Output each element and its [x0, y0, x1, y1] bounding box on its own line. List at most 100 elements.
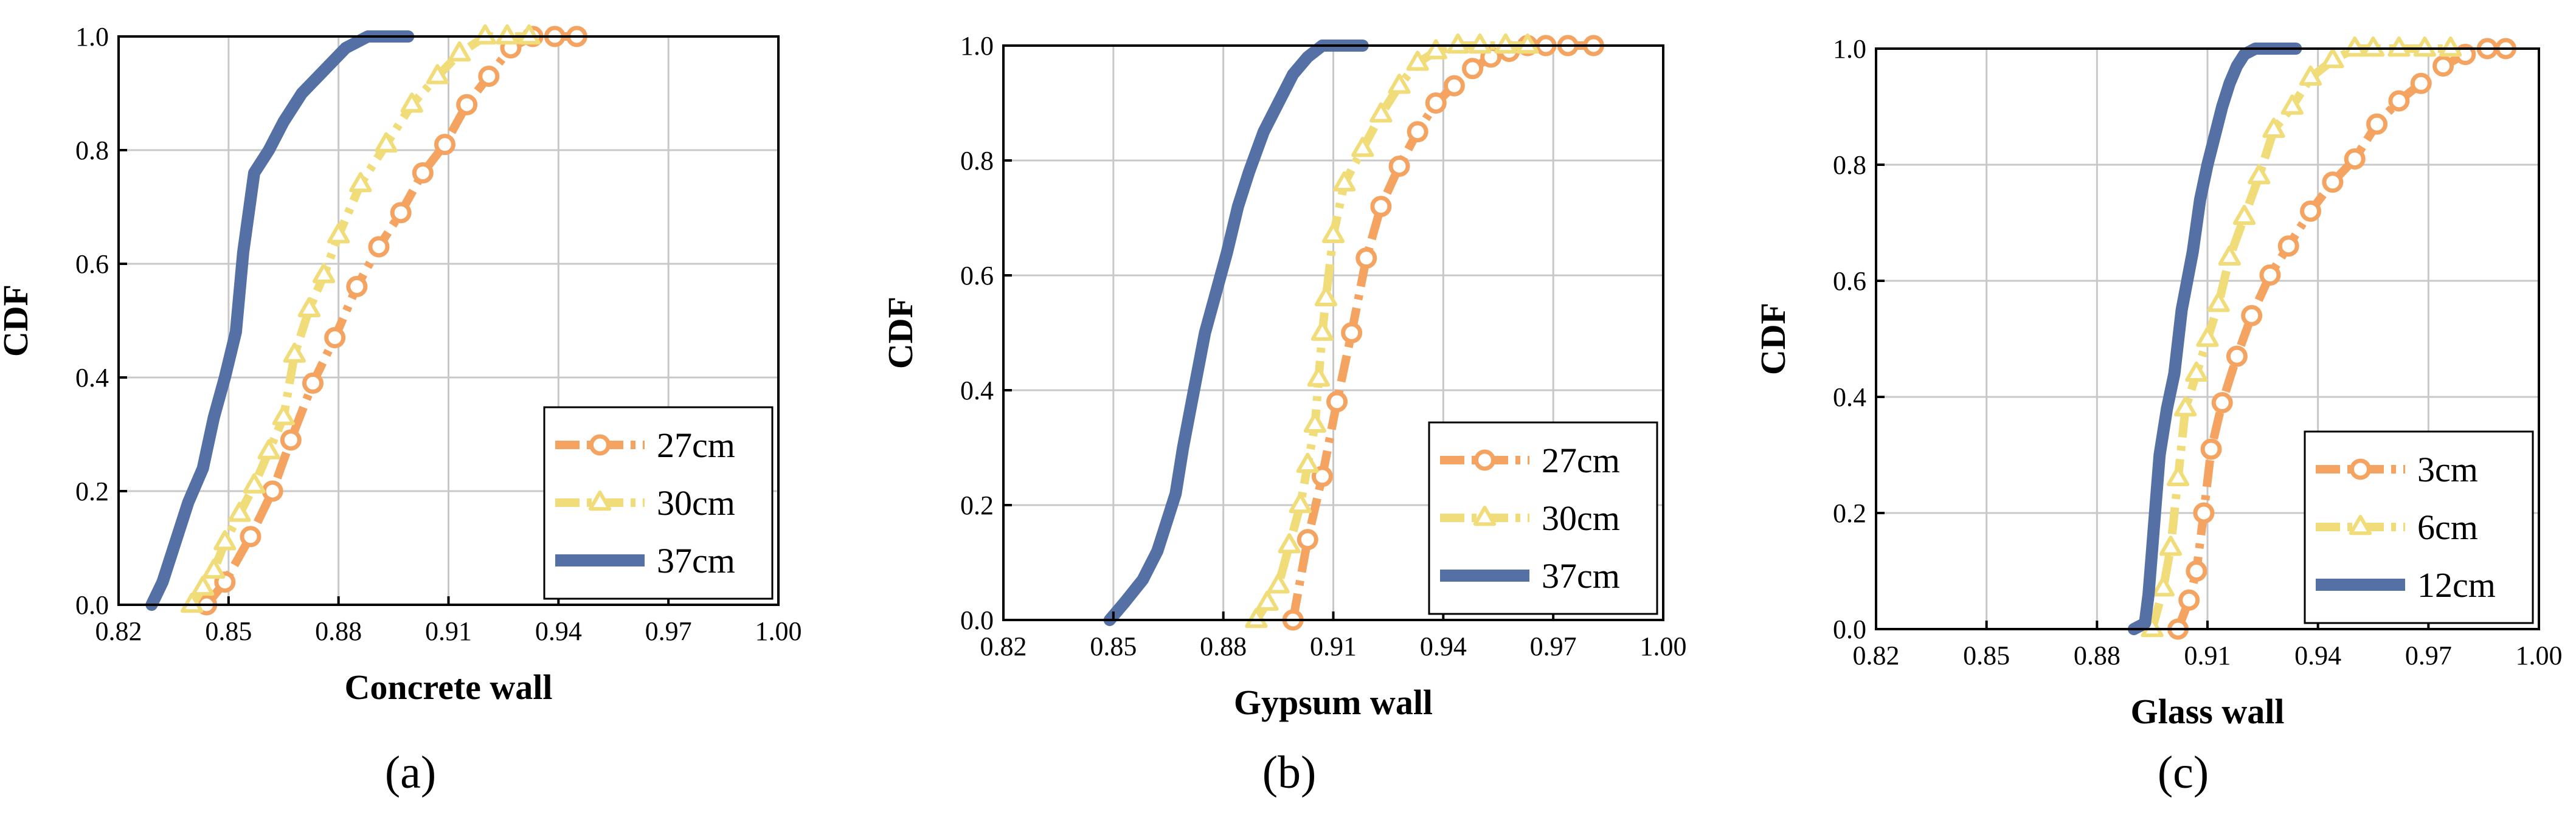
data-point-30cm — [1424, 39, 1447, 60]
data-point-30cm — [243, 473, 266, 494]
data-point-30cm — [349, 172, 372, 193]
data-point-6cm — [2262, 117, 2285, 138]
y-tick-label: 0.8 — [75, 136, 109, 165]
data-point-30cm — [375, 132, 398, 153]
y-tick-label: 0.6 — [1833, 266, 1866, 296]
data-point-27cm — [1443, 75, 1465, 97]
data-point-27cm — [1356, 247, 1377, 269]
y-tick-label: 0.0 — [75, 590, 109, 620]
data-point-3cm — [2193, 502, 2215, 524]
data-point-30cm — [1296, 452, 1319, 473]
x-tick-label: 0.85 — [1090, 632, 1137, 661]
y-tick-label: 0.6 — [960, 261, 994, 291]
y-tick-label: 0.4 — [75, 363, 109, 393]
legend-box — [2304, 430, 2534, 624]
data-point-30cm — [474, 24, 497, 45]
legend: 27cm 30cm 37cm — [1428, 421, 1658, 615]
data-point-6cm — [2166, 466, 2190, 486]
data-point-3cm — [2178, 589, 2200, 611]
legend-marker-27cm — [589, 434, 611, 456]
data-point-30cm — [257, 439, 280, 460]
data-point-27cm — [412, 162, 434, 184]
series-line-37cm — [1103, 40, 1369, 626]
data-point-30cm — [1406, 50, 1429, 71]
data-point-30cm — [426, 64, 449, 84]
x-tick-label: 0.91 — [1310, 632, 1357, 661]
data-point-30cm — [327, 223, 350, 244]
series-37cm — [145, 30, 415, 611]
data-point-30cm — [1516, 33, 1539, 54]
data-point-3cm — [2200, 438, 2222, 460]
chart-panel-b: 0.82 0.85 0.88 0.91 0.94 0.97 1.00 0.0 0.2 0.4 0.6… — [881, 31, 1687, 722]
data-point-6cm — [2232, 204, 2256, 226]
y-tick-label: 0.2 — [1833, 498, 1866, 528]
y-tick-label: 1.0 — [1833, 34, 1866, 64]
data-point-6cm — [2218, 245, 2241, 266]
data-point-6cm — [2439, 36, 2462, 57]
data-point-30cm — [312, 263, 336, 283]
chart-panel-c: 0.82 0.85 0.88 0.91 0.94 0.97 1.00 0.0 0.2 0.4 0.6… — [1753, 34, 2563, 731]
legend-marker-30cm — [1473, 506, 1497, 526]
y-tick-label: 0.8 — [960, 146, 994, 176]
data-point-30cm — [1303, 412, 1327, 433]
data-point-6cm — [2299, 65, 2322, 86]
panel-label-b: (b) — [1262, 747, 1317, 798]
data-point-6cm — [2207, 292, 2230, 312]
data-point-3cm — [2241, 305, 2263, 326]
data-point-30cm — [1278, 533, 1301, 554]
y-axis-label: CDF — [0, 284, 35, 357]
x-tick-label: 1.00 — [755, 616, 802, 646]
chart-panel-a: 0.82 0.85 0.88 0.91 0.94 0.97 1.00 0.0 0.2 0.4 0.6… — [0, 22, 802, 707]
series-3cm — [2167, 38, 2516, 640]
x-tick-label: 0.97 — [645, 616, 692, 646]
x-tick-label: 0.94 — [2294, 641, 2341, 670]
series-line-12cm — [2127, 43, 2302, 635]
legend-marker-6cm — [2349, 515, 2372, 535]
data-point-27cm — [1462, 58, 1484, 80]
data-point-27cm — [456, 94, 478, 115]
data-point-27cm — [1388, 155, 1410, 177]
x-tick-label: 0.82 — [95, 616, 142, 646]
data-point-30cm — [213, 530, 237, 551]
data-point-30cm — [1494, 33, 1517, 54]
data-point-30cm — [228, 501, 251, 522]
y-tick-label: 0.2 — [960, 491, 994, 520]
data-point-6cm — [2343, 36, 2366, 57]
x-axis-label: Concrete wall — [345, 667, 553, 707]
data-point-3cm — [2432, 55, 2454, 77]
data-point-30cm — [272, 405, 295, 425]
series-27cm — [196, 26, 587, 616]
data-point-30cm — [1332, 171, 1356, 191]
y-tick-label: 1.0 — [75, 22, 109, 52]
x-tick-label: 0.85 — [1963, 641, 2010, 670]
x-tick-label: 0.97 — [1530, 632, 1577, 661]
data-point-3cm — [2322, 171, 2344, 193]
data-point-6cm — [2280, 94, 2304, 115]
tick-labels: 0.82 0.85 0.88 0.91 0.94 0.97 1.00 0.0 0.2 0.4 0.6… — [1833, 34, 2563, 670]
panel-label-c: (c) — [2157, 747, 2209, 798]
data-point-3cm — [2344, 148, 2366, 170]
data-point-30cm — [1351, 137, 1374, 157]
legend-label-3cm: 3cm — [2417, 450, 2478, 489]
data-point-6cm — [2174, 396, 2197, 417]
y-tick-label: 0.6 — [75, 249, 109, 279]
x-tick-label: 0.94 — [1420, 632, 1467, 661]
tick-labels: 0.82 0.85 0.88 0.91 0.94 0.97 1.00 0.0 0.2 0.4 0.6… — [75, 22, 802, 646]
x-tick-label: 1.00 — [1640, 632, 1687, 661]
data-point-30cm — [1245, 608, 1268, 628]
data-point-30cm — [297, 297, 321, 317]
legend-marker-30cm — [588, 491, 612, 511]
y-tick-label: 0.4 — [960, 376, 994, 405]
data-point-30cm — [191, 575, 215, 596]
data-point-27cm — [324, 327, 346, 349]
y-axis-label: CDF — [1753, 303, 1793, 375]
data-point-27cm — [240, 526, 261, 548]
data-point-3cm — [2211, 392, 2233, 414]
data-point-27cm — [1407, 121, 1428, 143]
data-point-3cm — [2226, 345, 2248, 367]
legend-marker-3cm — [2350, 458, 2371, 480]
series-37cm — [1103, 40, 1369, 626]
legend-label-27cm: 27cm — [1542, 441, 1620, 480]
y-tick-label: 0.4 — [1833, 382, 1866, 412]
tick-labels: 0.82 0.85 0.88 0.91 0.94 0.97 1.00 0.0 0.2 0.4 0.6… — [960, 31, 1687, 661]
